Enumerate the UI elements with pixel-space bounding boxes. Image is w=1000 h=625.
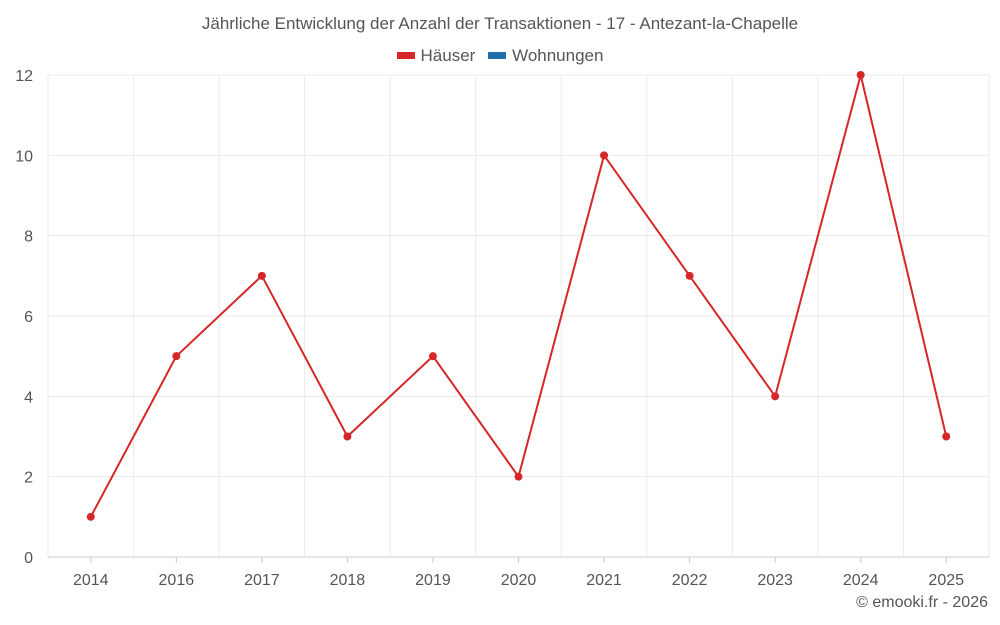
data-point-h-user xyxy=(86,512,95,521)
x-tick-label: 2023 xyxy=(757,572,793,589)
data-point-h-user xyxy=(942,432,951,441)
legend-item-haeuser[interactable]: Häuser xyxy=(396,45,476,66)
data-point-h-user xyxy=(172,352,181,361)
y-tick-label: 12 xyxy=(15,68,33,85)
data-point-h-user xyxy=(514,472,523,481)
grid xyxy=(47,74,990,557)
legend: Häuser Wohnungen xyxy=(0,44,1000,66)
y-tick-label: 4 xyxy=(24,389,33,406)
legend-item-wohnungen[interactable]: Wohnungen xyxy=(488,46,603,66)
y-tick-label: 6 xyxy=(24,309,33,326)
data-point-h-user xyxy=(257,271,266,280)
y-tick-label: 0 xyxy=(24,550,33,567)
axes: 0 2 4 6 8 10 12 2014 2016 2017 2018 2019 2020 2021 202… xyxy=(15,68,989,589)
data-point-h-user xyxy=(343,432,352,441)
legend-swatch-haeuser xyxy=(396,52,415,59)
x-tick-label: 2025 xyxy=(928,572,964,589)
x-tick-label: 2019 xyxy=(415,572,451,589)
data-point-h-user xyxy=(771,392,780,401)
x-tick-label: 2016 xyxy=(159,572,195,589)
y-tick-label: 2 xyxy=(24,470,33,487)
legend-label-haeuser: Häuser xyxy=(420,45,476,65)
series-layer xyxy=(86,71,951,521)
credit-text: © emooki.fr - 2026 xyxy=(856,594,988,611)
y-tick-label: 10 xyxy=(15,148,33,165)
legend-label-wohnungen: Wohnungen xyxy=(512,45,604,65)
x-tick-label: 2014 xyxy=(73,572,109,589)
legend-swatch-wohnungen xyxy=(488,52,507,59)
x-tick-label: 2022 xyxy=(672,572,708,589)
data-point-h-user xyxy=(856,71,865,79)
chart-title: Jährliche Entwicklung der Anzahl der Tra… xyxy=(201,14,799,33)
data-point-h-user xyxy=(600,151,609,160)
data-point-h-user xyxy=(685,271,694,280)
x-tick-label: 2021 xyxy=(586,572,622,589)
x-tick-label: 2017 xyxy=(244,572,280,589)
x-tick-label: 2024 xyxy=(843,572,879,589)
data-point-h-user xyxy=(428,352,437,361)
y-tick-label: 8 xyxy=(24,229,33,246)
x-tick-label: 2018 xyxy=(330,572,366,589)
x-tick-label: 2020 xyxy=(501,572,537,589)
